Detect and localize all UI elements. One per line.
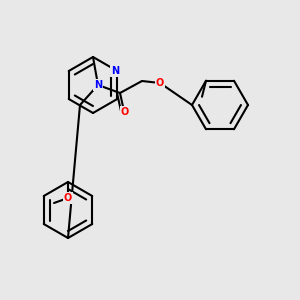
Text: O: O bbox=[64, 193, 72, 203]
Text: O: O bbox=[121, 107, 129, 117]
Text: O: O bbox=[156, 78, 164, 88]
Text: N: N bbox=[94, 80, 102, 90]
Text: N: N bbox=[111, 66, 119, 76]
